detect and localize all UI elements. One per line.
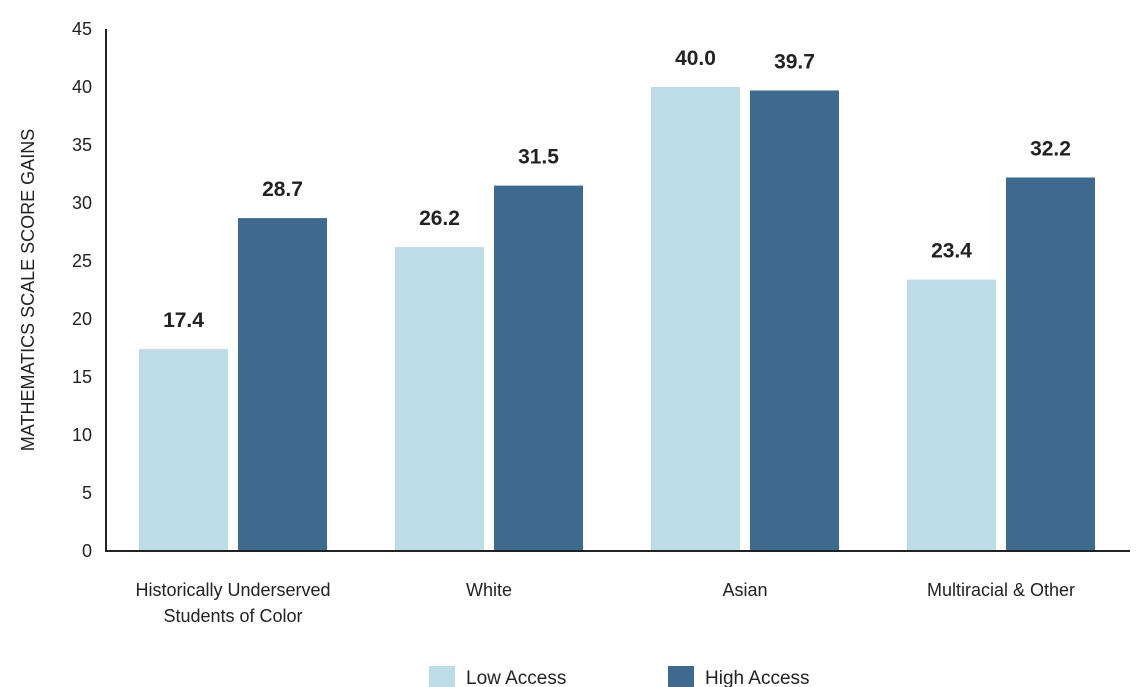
y-tick-label: 40	[72, 77, 92, 97]
bar-high-access	[750, 90, 839, 551]
category-labels: Historically Underserved Students of Colo…	[135, 580, 1075, 626]
bar-value-label: 39.7	[774, 50, 815, 73]
legend-label: High Access	[705, 668, 810, 687]
legend-swatch-low-access	[429, 666, 455, 687]
bar-low-access	[907, 279, 996, 551]
y-tick-label: 20	[72, 309, 92, 329]
bar-low-access	[651, 87, 740, 551]
y-tick-label: 0	[82, 541, 92, 561]
bar-high-access	[494, 185, 583, 551]
bar-low-access	[395, 247, 484, 551]
bar-high-access	[1006, 177, 1095, 552]
category-label: White	[466, 580, 512, 600]
category-label: Asian	[722, 580, 767, 600]
data-labels: 17.4 28.7 26.2 31.5 40.0 39.7 23.4 32.2	[163, 47, 1071, 332]
bar-high-access	[238, 218, 327, 551]
legend: Low Access High Access	[429, 666, 810, 687]
category-label: Historically Underserved Students of Colo…	[135, 580, 330, 626]
legend-swatch-high-access	[668, 666, 694, 687]
y-axis-label-group: MATHEMATICS SCALE SCORE GAINS	[18, 129, 38, 451]
y-tick-label: 45	[72, 19, 92, 39]
bar-low-access	[139, 349, 228, 551]
bar-value-label: 32.2	[1030, 137, 1071, 160]
y-tick-label: 25	[72, 251, 92, 271]
legend-label: Low Access	[466, 668, 566, 687]
bar-value-label: 26.2	[419, 207, 460, 230]
y-tick-label: 15	[72, 367, 92, 387]
bar-value-label: 40.0	[675, 47, 716, 70]
bars	[139, 87, 1095, 552]
bar-value-label: 23.4	[931, 240, 972, 263]
y-tick-label: 5	[82, 483, 92, 503]
y-tick-label: 35	[72, 135, 92, 155]
bar-value-label: 28.7	[262, 178, 303, 201]
y-tick-label: 30	[72, 193, 92, 213]
y-axis-label: MATHEMATICS SCALE SCORE GAINS	[18, 129, 38, 451]
y-tick-label: 10	[72, 425, 92, 445]
axes	[105, 29, 1130, 552]
category-label: Multiracial & Other	[927, 580, 1075, 600]
bar-value-label: 17.4	[163, 309, 204, 332]
bar-value-label: 31.5	[518, 146, 559, 169]
y-axis-ticks: 0 5 10 15 20 25 30 35 40 45	[72, 19, 92, 561]
